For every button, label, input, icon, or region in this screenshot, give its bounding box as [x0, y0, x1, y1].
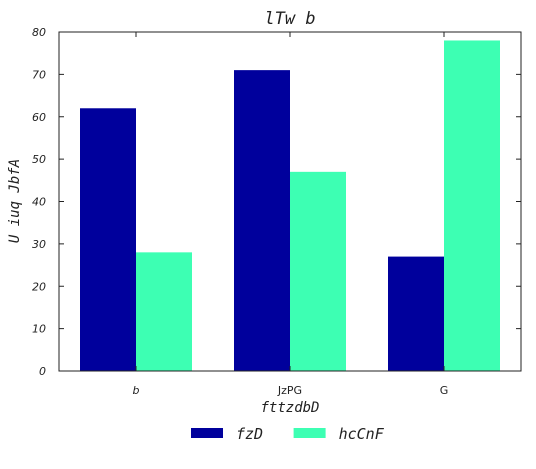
- y-tick-label: 30: [32, 238, 46, 251]
- legend-item-fzD: fzD: [191, 425, 263, 443]
- x-tick-label: b: [133, 384, 140, 397]
- y-axis-label: U iuq JbfA: [7, 159, 23, 243]
- bar-hcCnF-JzPG: [290, 171, 346, 371]
- legend-item-hcCnF: hcCnF: [293, 425, 385, 443]
- bar-fzD-JzPG: [234, 70, 290, 371]
- bar-fzD-G: [388, 256, 444, 371]
- bar-hcCnF-b: [136, 252, 192, 371]
- y-tick-label: 20: [32, 280, 46, 293]
- y-tick-label: 80: [32, 26, 46, 39]
- plot-area: b JzPG G 0 10 20 30 40 50 60 70 80: [32, 26, 522, 397]
- bar-hcCnF-G: [444, 40, 500, 371]
- x-tick-label: G: [440, 384, 449, 397]
- legend-swatch: [293, 428, 326, 438]
- x-tick-label: JzPG: [277, 384, 302, 397]
- y-tick-label: 60: [32, 111, 46, 124]
- legend-label: hcCnF: [339, 425, 385, 443]
- legend: fzD hcCnF: [191, 425, 385, 443]
- legend-swatch: [191, 428, 223, 438]
- y-tick-label: 50: [32, 153, 46, 166]
- chart-title: lTw b: [264, 9, 315, 29]
- legend-label: fzD: [236, 425, 263, 443]
- y-tick-label: 0: [39, 365, 46, 378]
- y-tick-label: 70: [32, 68, 46, 81]
- bar-fzD-b: [80, 108, 136, 372]
- plot-frame: [58, 31, 522, 372]
- y-tick-label: 10: [32, 323, 46, 336]
- x-axis-label: fttzdbD: [260, 400, 319, 416]
- y-tick-label: 40: [32, 196, 46, 209]
